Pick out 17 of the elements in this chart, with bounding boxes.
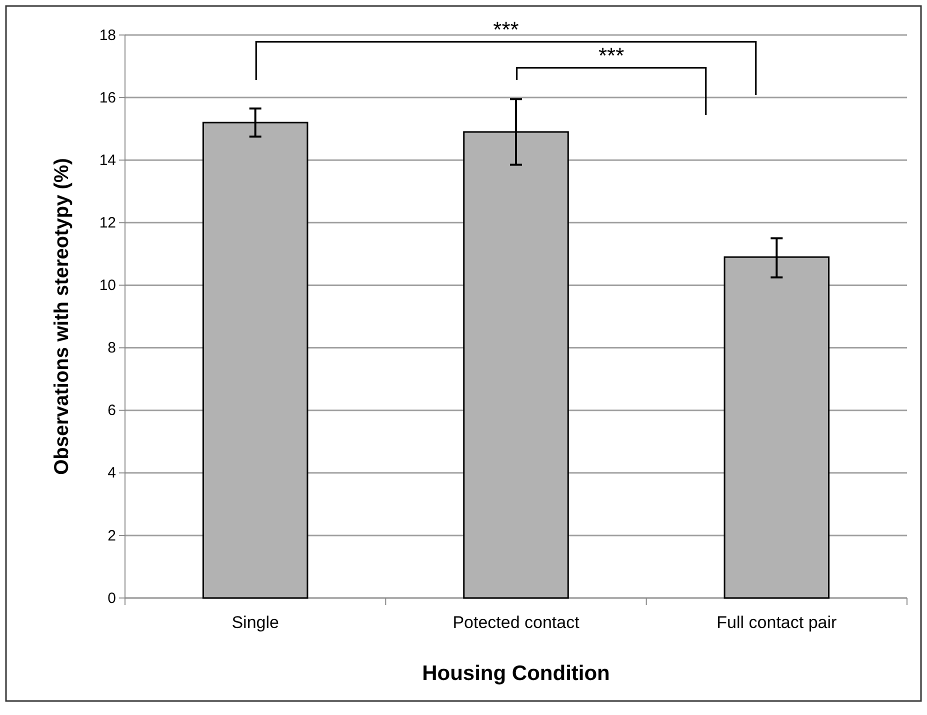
y-tick-label: 10 bbox=[99, 277, 116, 294]
y-tick-label: 0 bbox=[108, 590, 116, 607]
y-tick-label: 8 bbox=[108, 340, 116, 357]
x-tick-label: Potected contact bbox=[452, 613, 580, 632]
y-tick-label: 4 bbox=[108, 464, 116, 482]
y-tick-label: 14 bbox=[99, 152, 116, 169]
y-tick-label: 16 bbox=[99, 89, 116, 106]
annotation: *** bbox=[598, 43, 625, 68]
y-tick-label: 12 bbox=[99, 214, 116, 232]
x-tick-label: Full contact pair bbox=[716, 613, 837, 632]
annotation: *** bbox=[493, 17, 520, 42]
x-tick-label: Single bbox=[232, 613, 279, 632]
y-axis-title: Observations with stereotypy (%) bbox=[51, 158, 73, 475]
y-tick-label: 2 bbox=[108, 527, 116, 544]
x-axis-title: Housing Condition bbox=[422, 662, 610, 685]
y-tick-label: 18 bbox=[99, 26, 116, 44]
y-tick-label: 6 bbox=[108, 402, 116, 420]
